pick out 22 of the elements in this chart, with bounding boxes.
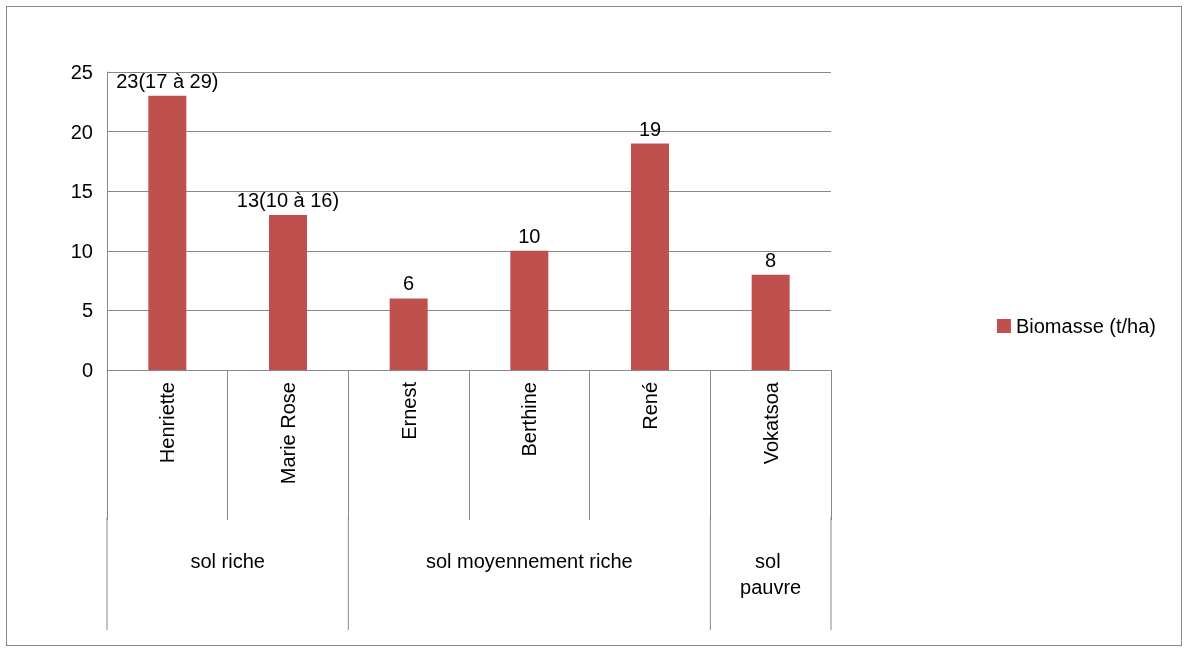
x-tick-label: Ernest — [397, 381, 420, 440]
x-tick-label: Henriette — [156, 382, 179, 464]
text: sol riche — [190, 550, 265, 572]
y-tick-label: 25 — [70, 61, 93, 83]
data-label: 8 — [765, 248, 777, 271]
x-tick-label: René — [639, 382, 661, 430]
data-label: 10 — [518, 224, 541, 247]
y-tick-label: 0 — [81, 359, 93, 381]
text: sol moyennement riche — [425, 550, 633, 572]
y-tick-label: 5 — [81, 299, 93, 322]
data-label: 19 — [638, 117, 662, 140]
y-tick-label: 15 — [70, 180, 93, 203]
data-label: 23(17 à 29) — [116, 69, 219, 92]
y-tick-label: 20 — [70, 120, 93, 143]
data-label: 6 — [403, 272, 415, 295]
text: sol pauvre — [740, 550, 802, 598]
x-tick-label: Marie Rose — [277, 382, 299, 485]
y-tick-label: 10 — [70, 239, 93, 262]
x-tick-label: Berthine — [518, 382, 541, 457]
x-tick-label: Vokatsoa — [759, 381, 782, 465]
data-label: 13(10 à 16) — [236, 189, 340, 212]
legend-label: Biomasse (t/ha) — [1015, 315, 1157, 337]
